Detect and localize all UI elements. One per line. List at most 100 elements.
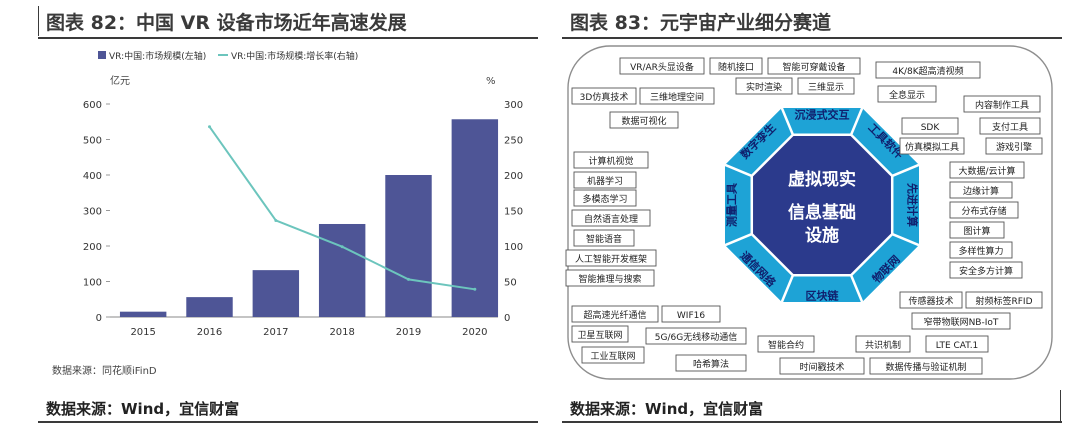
y-left-tick-label: 300 xyxy=(83,207,102,218)
growth-rate-point-2020 xyxy=(473,287,477,291)
label-text-32: 工业互联网 xyxy=(590,351,635,362)
label-text-2: 智能可穿戴设备 xyxy=(782,61,845,73)
label-box-29 xyxy=(661,305,721,323)
x-tick-label: 2018 xyxy=(329,327,354,338)
label-text-31: 5G/6G无线移动通信 xyxy=(655,331,737,343)
right-source: 数据来源：Wind，宜信财富 xyxy=(570,400,764,418)
x-tick-label: 2015 xyxy=(130,327,155,338)
label-text-29: WIF16 xyxy=(677,311,705,321)
left-inner-source: 数据来源：同花顺iFinD xyxy=(52,366,157,377)
y-left-tick-label: 500 xyxy=(83,136,102,147)
y-left-tick-label: 0 xyxy=(96,313,102,324)
y-right-tick-label: 100 xyxy=(504,242,523,253)
metaverse-diagram: 虚拟现实信息基础设施沉浸式交互工具软件先进计算物联网区块链通信网络测量工具数字孪… xyxy=(565,45,1053,380)
growth-rate-point-2019 xyxy=(407,277,410,281)
label-text-19: 智能语音 xyxy=(586,233,622,245)
growth-rate-point-2018 xyxy=(340,245,344,249)
bar-2020 xyxy=(451,119,499,317)
label-text-5: 三维显示 xyxy=(808,81,844,93)
label-box-39 xyxy=(675,354,747,372)
y-right-tick-label: 250 xyxy=(504,136,523,147)
right-diagram-title: 图表 83：元宇宙产业细分赛道 xyxy=(570,12,832,34)
label-box-37 xyxy=(855,335,911,353)
label-text-38: LTE CAT.1 xyxy=(936,341,979,351)
y-left-tick-label: 200 xyxy=(83,242,102,253)
label-text-6: 全息显示 xyxy=(889,89,925,101)
bar-2015 xyxy=(119,311,167,317)
left-bottom-rule xyxy=(38,421,538,423)
label-text-4: 实时渲染 xyxy=(746,81,782,93)
x-tick-label: 2016 xyxy=(197,327,222,338)
label-text-9: 数据可视化 xyxy=(621,115,666,127)
label-text-18: 自然语言处理 xyxy=(584,213,638,225)
growth-rate-point-2017 xyxy=(274,218,278,222)
label-text-21: 智能推理与搜索 xyxy=(578,273,641,285)
label-text-36: 智能合约 xyxy=(768,339,804,351)
segment-label-6: 测量工具 xyxy=(725,183,739,227)
octagon-inner xyxy=(750,133,894,277)
y-right-tick-label: 50 xyxy=(504,278,517,289)
label-text-41: 数据传播与验证机制 xyxy=(885,361,966,373)
label-box-4 xyxy=(735,77,793,95)
y-right-tick-label: 150 xyxy=(504,207,523,218)
octagon-divider xyxy=(780,107,795,136)
label-box-10 xyxy=(963,95,1041,113)
segment-label-2: 先进计算 xyxy=(906,183,920,227)
label-text-11: SDK xyxy=(921,123,941,133)
label-box-25 xyxy=(949,221,1005,239)
label-box-34 xyxy=(965,291,1043,309)
label-text-40: 时间戳技术 xyxy=(799,361,844,373)
right-edge-rule xyxy=(1060,390,1061,422)
label-text-15: 计算机视觉 xyxy=(588,155,633,167)
label-box-30 xyxy=(571,325,629,343)
label-text-23: 边缘计算 xyxy=(963,185,999,197)
octagon-divider xyxy=(891,232,920,247)
octagon-divider xyxy=(891,163,920,178)
label-text-27: 安全多方计算 xyxy=(959,265,1013,277)
center-label-1: 虚拟现实 xyxy=(788,169,856,190)
octagon-divider xyxy=(780,274,795,303)
label-text-35: 窄带物联网NB-IoT xyxy=(924,316,999,328)
label-text-39: 哈希算法 xyxy=(693,358,729,370)
label-box-16 xyxy=(573,171,637,189)
label-box-20 xyxy=(565,249,657,267)
label-text-24: 分布式存储 xyxy=(961,205,1006,217)
label-text-16: 机器学习 xyxy=(587,175,623,187)
label-box-1 xyxy=(709,57,763,75)
legend-line-label: VR:中国:市场规模:增长率(右轴) xyxy=(231,50,358,62)
label-text-26: 多样性算力 xyxy=(958,245,1003,257)
label-box-40 xyxy=(779,357,865,375)
label-text-12: 支付工具 xyxy=(992,121,1028,133)
y-right-unit: % xyxy=(486,76,496,87)
right-bottom-rule xyxy=(562,421,1062,423)
bar-2019 xyxy=(385,175,432,317)
outer-frame xyxy=(567,45,1053,380)
center-label-2: 信息基础 xyxy=(788,202,856,223)
right-title-rule xyxy=(562,37,1062,39)
label-box-28 xyxy=(571,305,659,323)
label-text-13: 仿真模拟工具 xyxy=(905,141,959,153)
y-left-tick-label: 600 xyxy=(83,100,102,111)
y-right-tick-label: 300 xyxy=(504,100,523,111)
label-box-35 xyxy=(911,312,1011,330)
label-text-34: 射频标签RFID xyxy=(975,295,1032,307)
label-text-25: 图计算 xyxy=(963,225,990,237)
label-box-2 xyxy=(767,57,861,75)
label-text-8: 三维地理空间 xyxy=(650,91,704,103)
label-box-18 xyxy=(571,209,651,227)
y-right-tick-label: 200 xyxy=(504,171,523,182)
label-box-5 xyxy=(797,77,855,95)
label-box-9 xyxy=(609,111,679,129)
vr-market-chart: VR:中国:市场规模(左轴) VR:中国:市场规模:增长率(右轴) 亿元 % 0 100 2… xyxy=(83,50,523,338)
x-tick-label: 2020 xyxy=(462,327,487,338)
x-tick-label: 2019 xyxy=(396,327,421,338)
left-title-rule xyxy=(38,37,538,39)
label-box-12 xyxy=(979,117,1041,135)
label-box-32 xyxy=(581,346,645,364)
y-right-tick-label: 0 xyxy=(504,313,510,324)
label-text-10: 内容制作工具 xyxy=(975,99,1029,111)
label-box-31 xyxy=(645,327,747,345)
label-box-22 xyxy=(949,161,1025,179)
label-text-33: 传感器技术 xyxy=(908,295,953,307)
octagon-divider xyxy=(724,163,753,178)
